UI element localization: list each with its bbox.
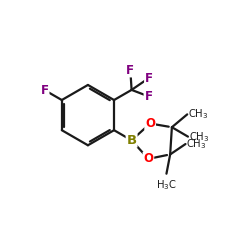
Text: CH$_3$: CH$_3$ bbox=[188, 108, 209, 121]
Text: F: F bbox=[144, 90, 152, 103]
Text: F: F bbox=[41, 84, 49, 97]
Text: O: O bbox=[144, 152, 154, 165]
Text: B: B bbox=[126, 134, 137, 147]
Text: CH$_3$: CH$_3$ bbox=[189, 130, 210, 143]
Text: F: F bbox=[126, 64, 134, 76]
Text: F: F bbox=[145, 72, 153, 85]
Text: CH$_3$: CH$_3$ bbox=[186, 137, 207, 151]
Text: O: O bbox=[145, 117, 155, 130]
Text: H$_3$C: H$_3$C bbox=[156, 179, 177, 192]
